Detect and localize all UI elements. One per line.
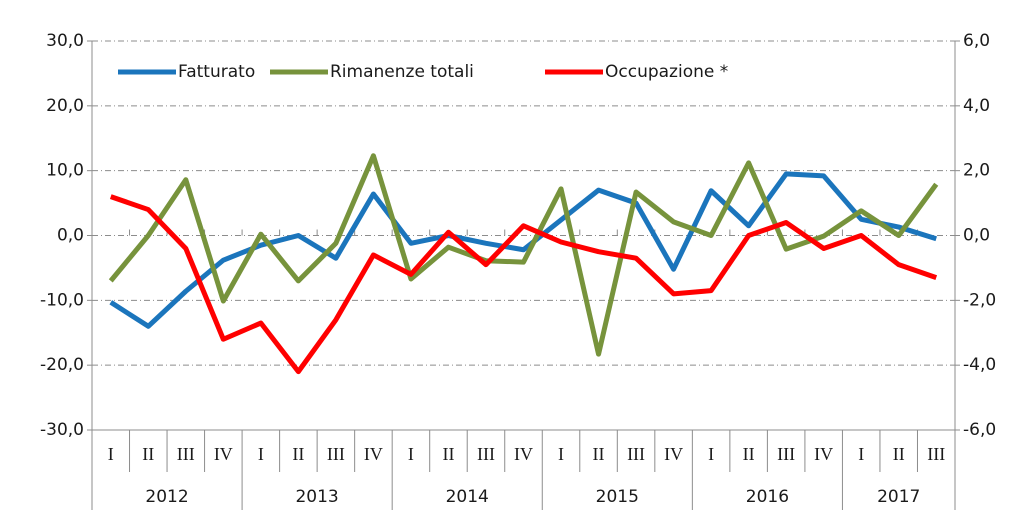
x-tick-label: IV [514, 444, 533, 464]
x-tick-label: I [408, 444, 414, 464]
year-label: 2015 [596, 487, 639, 507]
series-line [109, 171, 937, 329]
y2-tick-label: -4,0 [963, 355, 996, 375]
legend-label: Fatturato [178, 62, 255, 82]
y-tick-label: 20,0 [46, 96, 84, 116]
x-tick-label: III [477, 444, 495, 464]
x-tick-label: I [108, 444, 114, 464]
x-tick-label: I [558, 444, 564, 464]
series-line [109, 194, 938, 375]
y2-tick-label: 6,0 [963, 31, 990, 51]
x-tick-label: II [893, 444, 905, 464]
x-tick-label: II [292, 444, 304, 464]
legend-label: Rimanenze totali [330, 62, 474, 82]
year-label: 2012 [145, 487, 188, 507]
y-tick-label: 30,0 [46, 31, 84, 51]
x-tick-label: IV [664, 444, 683, 464]
year-label: 2017 [877, 487, 920, 507]
y2-tick-label: -2,0 [963, 290, 996, 310]
x-tick-label: IV [814, 444, 833, 464]
legend-label: Occupazione * [605, 62, 728, 82]
y-tick-label: 0,0 [57, 226, 84, 246]
x-tick-label: III [777, 444, 795, 464]
x-tick-label: I [858, 444, 864, 464]
series-line [108, 153, 939, 357]
x-tick-label: IV [214, 444, 233, 464]
x-tick-label: II [743, 444, 755, 464]
x-tick-label: II [142, 444, 154, 464]
x-tick-label: II [442, 444, 454, 464]
x-tick-label: II [593, 444, 605, 464]
y-tick-label: 10,0 [46, 161, 84, 181]
x-tick-label: IV [364, 444, 383, 464]
x-tick-label: III [177, 444, 195, 464]
y-tick-label: -20,0 [40, 355, 84, 375]
x-tick-label: III [327, 444, 345, 464]
year-label: 2014 [446, 487, 489, 507]
x-tick-label: III [927, 444, 945, 464]
y2-tick-label: 2,0 [963, 161, 990, 181]
year-label: 2016 [746, 487, 789, 507]
x-tick-label: I [708, 444, 714, 464]
y-tick-label: -10,0 [40, 290, 84, 310]
y-tick-label: -30,0 [40, 420, 84, 440]
x-tick-label: III [627, 444, 645, 464]
y2-tick-label: 0,0 [963, 226, 990, 246]
y2-tick-label: -6,0 [963, 420, 996, 440]
year-label: 2013 [295, 487, 338, 507]
x-tick-label: I [258, 444, 264, 464]
y2-tick-label: 4,0 [963, 96, 990, 116]
